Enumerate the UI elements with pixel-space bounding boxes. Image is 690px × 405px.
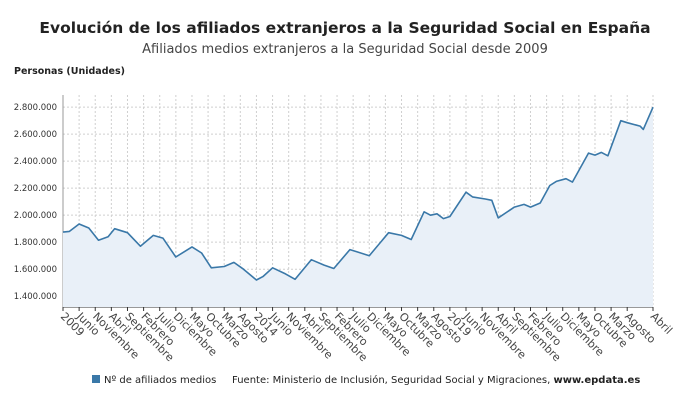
y-tick-label: 2.800.000 [14,103,57,113]
y-tick-label: 2.000.000 [14,211,57,221]
y-tick-label: 2.600.000 [14,130,57,140]
series-area-fill [63,107,653,307]
source-link[interactable]: www.epdata.es [553,375,640,386]
y-tick-label: 2.400.000 [14,157,57,167]
legend-label: Nº de afiliados medios [104,375,216,386]
y-tick-label: 2.200.000 [14,184,57,194]
y-axis-label: Personas (Unidades) [14,66,125,77]
x-axis: 2009JunioNoviembreAbrilSeptiembreFebrero… [58,307,675,364]
legend: Nº de afiliados medios [92,375,216,386]
y-tick-label: 1.600.000 [14,265,57,275]
legend-swatch [92,375,100,383]
chart-title: Evolución de los afiliados extranjeros a… [39,19,650,37]
y-tick-label: 1.400.000 [14,292,57,302]
chart-subtitle: Afiliados medios extranjeros a la Seguri… [142,42,548,57]
source-text: Fuente: Ministerio de Inclusión, Segurid… [232,374,640,386]
plot-area [62,106,654,307]
source-label: Fuente: Ministerio de Inclusión, Segurid… [232,374,553,386]
y-axis: 1.400.000 1.600.000 1.800.000 2.000.000 2.20… [14,103,57,302]
y-tick-label: 1.800.000 [14,238,57,248]
series-line [62,106,654,281]
